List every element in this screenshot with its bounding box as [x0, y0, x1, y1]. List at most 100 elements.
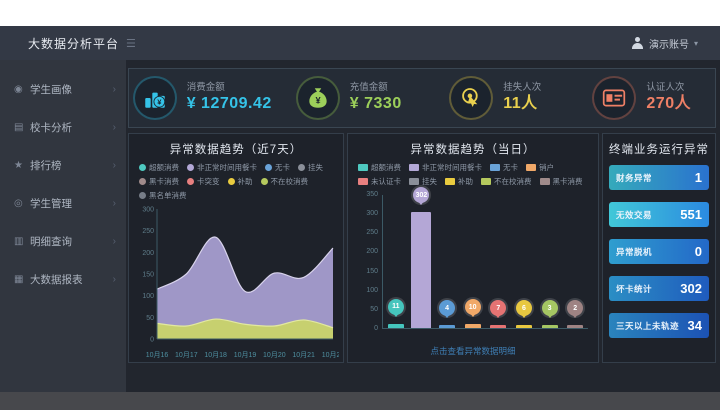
terminal-item-三天以上未轨迹[interactable]: 三天以上未轨迹 34 [609, 313, 709, 338]
svg-text:¥: ¥ [157, 98, 162, 107]
bar-黑卡消费[interactable]: 2 [562, 195, 588, 328]
sidebar-item-label: 大数据报表 [30, 273, 83, 286]
legend-swatch [187, 164, 194, 171]
legend-label: 不在校消费 [270, 177, 309, 186]
svg-text:10月18: 10月18 [204, 351, 227, 359]
legend-item-不在校消费[interactable]: 不在校消费 [481, 176, 532, 187]
legend-item-补助[interactable]: 补助 [445, 176, 473, 187]
terminal-item-value: 0 [694, 244, 702, 259]
legend-swatch [265, 164, 272, 171]
sidebar-item-label: 排行榜 [30, 159, 62, 172]
user-menu[interactable]: 演示账号 ▾ [631, 36, 698, 51]
legend-label: 挂失 [422, 177, 437, 186]
legend-item-黑名单消费[interactable]: 黑名单消费 [139, 190, 187, 201]
legend-item-非正常时间用餐卡[interactable]: 非正常时间用餐卡 [187, 162, 257, 173]
legend-label: 非正常时间用餐卡 [422, 163, 482, 172]
bar-value-pin: 302 [413, 187, 430, 206]
legend-today: 超额消费 非正常时间用餐卡 无卡 销户未认证卡 挂失 补助 不在校消费 黑卡消费 [348, 157, 598, 187]
bar-不在校消费[interactable]: 3 [537, 195, 563, 328]
bar-value: 7 [496, 304, 501, 312]
legend-label: 超额消费 [371, 163, 401, 172]
sidebar-item-label: 学生画像 [30, 83, 72, 96]
chart-coins-icon: ¥ [132, 76, 177, 120]
terminal-item-无效交易[interactable]: 无效交易 551 [609, 202, 709, 227]
terminal-item-财务异常[interactable]: 财务异常 1 [609, 165, 709, 190]
legend-swatch [260, 178, 268, 185]
legend-item-补助[interactable]: 补助 [227, 176, 253, 187]
terminal-item-label: 异常脱机 [616, 246, 653, 257]
legend-item-超额消费[interactable]: 超额消费 [358, 162, 401, 173]
bar-rect [387, 323, 404, 328]
card-icon: ▤ [14, 121, 24, 133]
legend-item-卡突变[interactable]: 卡突变 [187, 176, 220, 187]
svg-text:10月22: 10月22 [322, 351, 339, 359]
legend-swatch [139, 192, 146, 199]
bar-value: 11 [392, 303, 400, 311]
chevron-right-icon: › [112, 121, 116, 133]
bar-ytick: 250 [366, 229, 378, 237]
legend-item-黑卡消费[interactable]: 黑卡消费 [139, 176, 179, 187]
legend-swatch [298, 164, 305, 171]
legend-label: 黑卡消费 [552, 177, 583, 186]
sidebar-item-排行榜[interactable]: ★ 排行榜 › [0, 146, 126, 184]
bar-非正常时间用餐卡[interactable]: 302 [409, 187, 435, 328]
bar-value: 6 [521, 304, 526, 312]
legend-swatch [227, 178, 235, 185]
legend-item-超额消费[interactable]: 超额消费 [139, 162, 179, 173]
legend-item-不在校消费[interactable]: 不在校消费 [260, 176, 309, 187]
chevron-right-icon: › [112, 235, 116, 247]
app-title: 大数据分析平台 [28, 36, 120, 51]
bar-无卡[interactable]: 4 [434, 195, 460, 328]
top-navbar: 大数据分析平台 ☰ 演示账号 ▾ [0, 26, 720, 60]
sidebar: ◉ 学生画像 › ▤ 校卡分析 › ★ 排行榜 › ◎ 学生管理 › ▥ 明细查询 › ▦ 大数据报表 › [0, 60, 126, 392]
main-content: ¥ 消费金额 ¥ 12709.42 ¥ 充值金额 ¥ 7330 挂失人次 11人 认证人次 270… [126, 60, 720, 392]
sidebar-item-明细查询[interactable]: ▥ 明细查询 › [0, 222, 126, 260]
bar-chart[interactable]: 0 50 100 150 200 250 300 350 11 302 4 10 7 6 3 2 [356, 187, 590, 343]
hamburger-icon[interactable]: ☰ [126, 37, 136, 50]
bar-rect [439, 325, 456, 328]
bar-value-pin: 6 [515, 300, 532, 318]
panel-trend-today: 异常数据趋势（当日） 超额消费 非正常时间用餐卡 无卡 销户 未认证卡 挂失 补助 不在校消费… [347, 133, 599, 363]
bar-超额消费[interactable]: 11 [383, 195, 409, 328]
svg-text:100: 100 [142, 293, 154, 300]
legend-item-黑卡消费[interactable]: 黑卡消费 [539, 176, 583, 187]
chevron-right-icon: › [112, 273, 116, 285]
terminal-item-坏卡统计[interactable]: 坏卡统计 302 [609, 276, 709, 301]
legend-swatch [409, 164, 419, 171]
terminal-item-value: 551 [680, 207, 702, 222]
bar-plot[interactable]: 11 302 4 10 7 6 3 2 [382, 187, 588, 329]
legend-label: 黑名单消费 [149, 191, 187, 200]
svg-text:10月19: 10月19 [234, 351, 257, 359]
legend-item-无卡[interactable]: 无卡 [265, 162, 290, 173]
legend-item-无卡[interactable]: 无卡 [490, 162, 518, 173]
bar-ytick: 150 [366, 267, 378, 275]
legend-item-未认证卡[interactable]: 未认证卡 [358, 176, 401, 187]
bar-value: 10 [468, 303, 477, 311]
bar-rect [541, 325, 558, 328]
sidebar-item-校卡分析[interactable]: ▤ 校卡分析 › [0, 108, 126, 146]
svg-text:10月20: 10月20 [263, 351, 286, 359]
area-chart[interactable]: 0 50 100 150 200 250 300 10月16 10月17 10月18 10月19 10… [129, 201, 344, 366]
legend-item-挂失[interactable]: 挂失 [409, 176, 437, 187]
sidebar-item-学生画像[interactable]: ◉ 学生画像 › [0, 70, 126, 108]
bar-销户[interactable]: 10 [460, 195, 486, 328]
bar-ytick: 300 [366, 210, 378, 218]
legend-item-挂失[interactable]: 挂失 [298, 162, 323, 173]
legend-trend7: 超额消费 非正常时间用餐卡 无卡 挂失黑卡消费 卡突变 补助 不在校消费黑名单消费 [129, 157, 343, 201]
bar-未认证卡[interactable]: 7 [486, 195, 512, 328]
terminal-item-异常脱机[interactable]: 异常脱机 0 [609, 239, 709, 264]
kpi-label: 消费金额 [186, 82, 225, 94]
kpi-label: 认证人次 [646, 82, 685, 94]
legend-label: 卡突变 [197, 177, 220, 186]
legend-swatch [539, 178, 550, 185]
svg-text:10月16: 10月16 [146, 351, 169, 359]
legend-item-非正常时间用餐卡[interactable]: 非正常时间用餐卡 [409, 162, 482, 173]
bar-补助[interactable]: 6 [511, 195, 537, 328]
sidebar-item-大数据报表[interactable]: ▦ 大数据报表 › [0, 260, 126, 298]
bar-value-pin: 10 [464, 299, 481, 318]
legend-swatch [481, 178, 491, 185]
legend-item-销户[interactable]: 销户 [526, 162, 554, 173]
chart-footer-link[interactable]: 点击查看异常数据明细 [430, 346, 516, 356]
sidebar-item-学生管理[interactable]: ◎ 学生管理 › [0, 184, 126, 222]
bar-rect [411, 212, 432, 328]
